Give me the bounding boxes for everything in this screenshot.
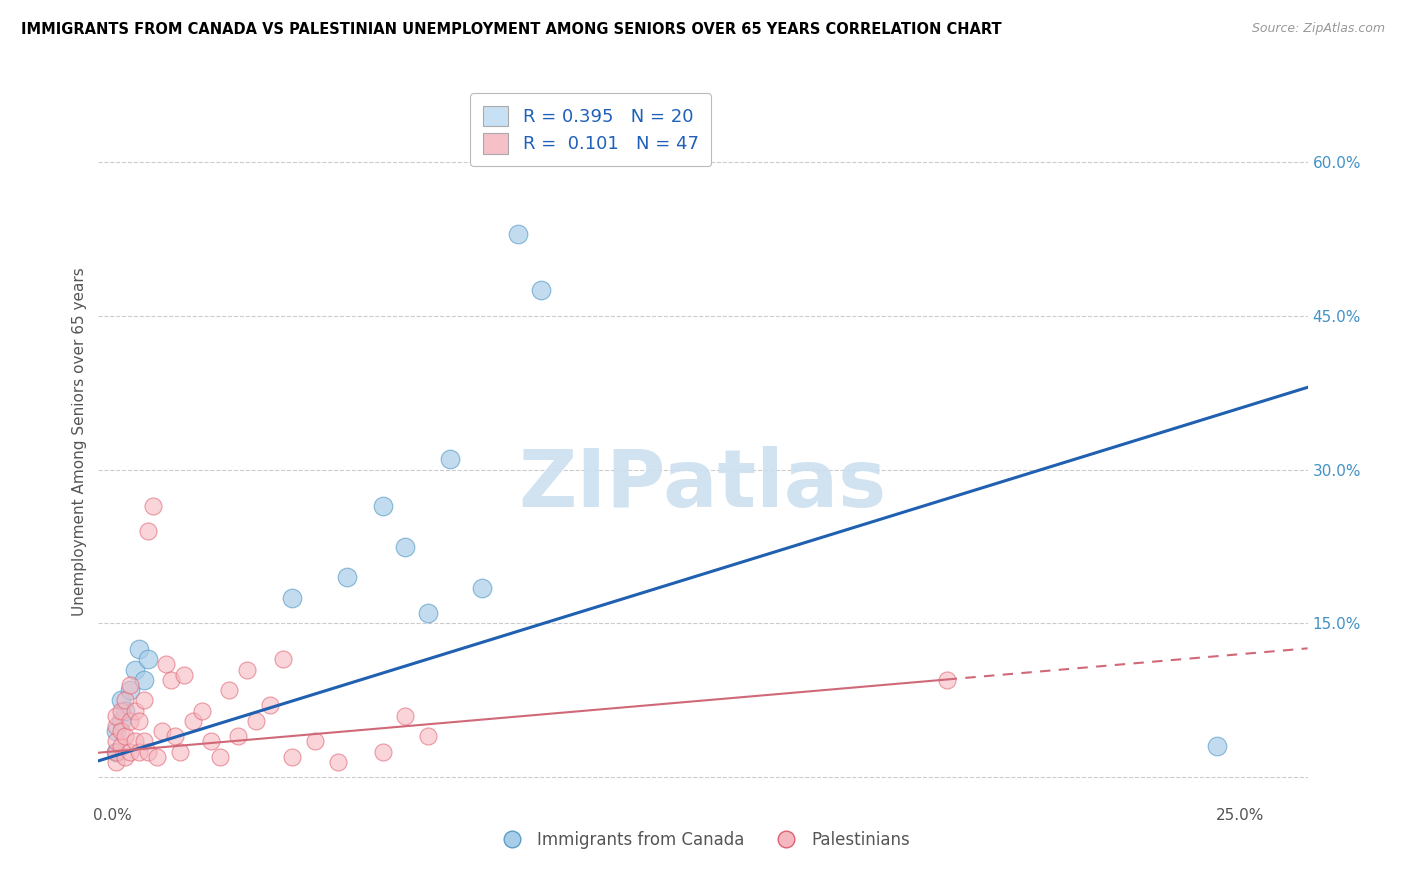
Point bbox=[110, 704, 132, 718]
Point bbox=[281, 591, 304, 605]
Point bbox=[105, 734, 128, 748]
Point bbox=[181, 714, 204, 728]
Point bbox=[114, 704, 136, 718]
Point bbox=[326, 755, 349, 769]
Point bbox=[110, 714, 132, 728]
Point bbox=[165, 729, 187, 743]
Text: Source: ZipAtlas.com: Source: ZipAtlas.com bbox=[1251, 22, 1385, 36]
Point bbox=[105, 745, 128, 759]
Point bbox=[471, 581, 494, 595]
Point bbox=[191, 704, 214, 718]
Point bbox=[394, 708, 416, 723]
Point bbox=[110, 693, 132, 707]
Point bbox=[136, 652, 159, 666]
Point bbox=[124, 663, 146, 677]
Point bbox=[110, 739, 132, 754]
Point bbox=[173, 667, 195, 681]
Point bbox=[132, 673, 155, 687]
Y-axis label: Unemployment Among Seniors over 65 years: Unemployment Among Seniors over 65 years bbox=[72, 268, 87, 615]
Point bbox=[118, 683, 141, 698]
Point bbox=[935, 673, 957, 687]
Point bbox=[132, 734, 155, 748]
Point bbox=[218, 683, 240, 698]
Point bbox=[506, 227, 529, 241]
Point bbox=[371, 499, 394, 513]
Point bbox=[226, 729, 249, 743]
Legend: Immigrants from Canada, Palestinians: Immigrants from Canada, Palestinians bbox=[489, 824, 917, 856]
Point bbox=[150, 724, 173, 739]
Point bbox=[236, 663, 259, 677]
Point bbox=[110, 724, 132, 739]
Point bbox=[335, 570, 357, 584]
Point bbox=[155, 657, 177, 672]
Point bbox=[136, 745, 159, 759]
Point bbox=[132, 693, 155, 707]
Point bbox=[1206, 739, 1229, 754]
Point bbox=[304, 734, 326, 748]
Point bbox=[105, 755, 128, 769]
Point bbox=[114, 729, 136, 743]
Point bbox=[128, 745, 150, 759]
Point bbox=[146, 749, 169, 764]
Point bbox=[105, 745, 128, 759]
Point bbox=[209, 749, 232, 764]
Point bbox=[105, 719, 128, 733]
Point bbox=[439, 452, 461, 467]
Point bbox=[273, 652, 295, 666]
Point bbox=[105, 708, 128, 723]
Point bbox=[259, 698, 281, 713]
Point bbox=[136, 524, 159, 539]
Point bbox=[114, 693, 136, 707]
Point bbox=[394, 540, 416, 554]
Point bbox=[159, 673, 181, 687]
Point bbox=[416, 606, 439, 620]
Point bbox=[128, 714, 150, 728]
Point bbox=[124, 704, 146, 718]
Point bbox=[118, 678, 141, 692]
Point bbox=[128, 642, 150, 657]
Point bbox=[281, 749, 304, 764]
Point bbox=[142, 499, 165, 513]
Point bbox=[371, 745, 394, 759]
Text: ZIPatlas: ZIPatlas bbox=[519, 446, 887, 524]
Point bbox=[416, 729, 439, 743]
Point bbox=[529, 284, 551, 298]
Point bbox=[245, 714, 267, 728]
Point bbox=[124, 734, 146, 748]
Point bbox=[200, 734, 222, 748]
Text: IMMIGRANTS FROM CANADA VS PALESTINIAN UNEMPLOYMENT AMONG SENIORS OVER 65 YEARS C: IMMIGRANTS FROM CANADA VS PALESTINIAN UN… bbox=[21, 22, 1001, 37]
Point bbox=[118, 714, 141, 728]
Point bbox=[114, 749, 136, 764]
Point bbox=[118, 745, 141, 759]
Point bbox=[169, 745, 191, 759]
Point bbox=[105, 724, 128, 739]
